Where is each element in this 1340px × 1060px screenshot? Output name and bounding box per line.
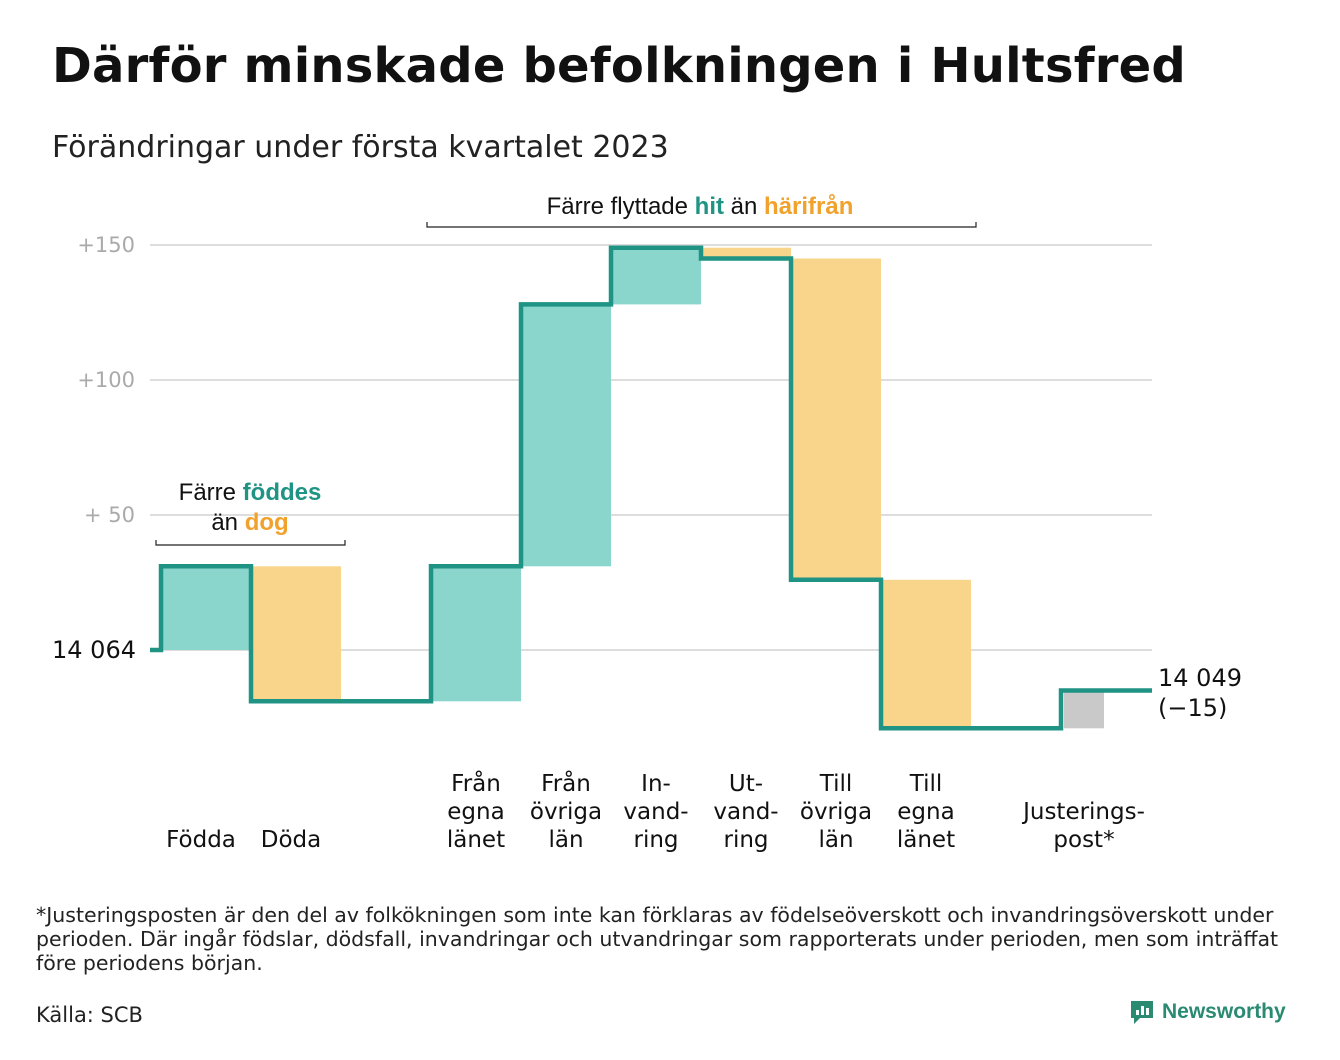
bar-inflow [521,304,611,567]
bar-inflow [611,247,701,305]
start-value-label: 14 064 [52,636,136,664]
annotation-bracket [426,222,977,228]
waterfall-chart: +150 +100 + 50 14 064 14 049(−15) Födda Döda Fr… [52,193,1242,853]
bar-outflow [251,566,341,702]
annotation-births-deaths: Färre föddes [179,479,322,506]
bar-inflow [431,566,521,702]
category-label: ring [633,827,678,853]
category-label: Födda [166,827,236,853]
category-label: post* [1053,827,1114,853]
category-label: Justerings- [1021,799,1145,825]
annotation-migration: Färre flyttade hit än härifrån [547,193,854,220]
category-label: ring [723,827,768,853]
y-tick-label: +150 [77,233,135,257]
category-label: län [818,827,853,853]
end-change-label: (−15) [1158,694,1227,722]
category-label: vand- [713,799,778,825]
category-label: Döda [261,827,321,853]
category-label: Till [909,771,943,797]
brand-logo: Newsworthy [1128,998,1286,1026]
category-label: Från [451,769,501,797]
category-label: egna [897,799,954,825]
page-subtitle: Förändringar under första kvartalet 2023 [52,130,669,165]
bar-outflow [881,579,971,729]
page-title: Därför minskade befolkningen i Hultsfred [52,38,1186,94]
category-label: egna [447,799,504,825]
annotation-births-deaths-line2: än dog [211,509,288,536]
category-label: länet [897,827,955,853]
end-value-label: 14 049 [1158,664,1242,692]
category-label: Från [541,769,591,797]
y-tick-label: +100 [77,368,135,392]
annotation-bracket [155,540,346,546]
bar-adjustment [1064,690,1104,729]
brand-name: Newsworthy [1162,1000,1286,1023]
footnote: *Justeringsposten är den del av folkökni… [36,903,1279,975]
category-label: Till [819,771,853,797]
category-label: länet [447,827,505,853]
source-credit: Källa: SCB [36,1003,143,1027]
category-label: vand- [623,799,688,825]
newsworthy-logo-icon [1131,1001,1153,1024]
bar-outflow [791,258,881,580]
bar-outflow [701,247,791,259]
category-label: län [548,827,583,853]
y-tick-label: + 50 [84,503,135,527]
category-label: Ut- [729,771,763,797]
category-label: övriga [530,799,602,825]
category-label: In- [641,771,671,797]
bar-inflow [161,566,251,650]
step-line [150,245,1152,731]
category-label: övriga [800,799,872,825]
